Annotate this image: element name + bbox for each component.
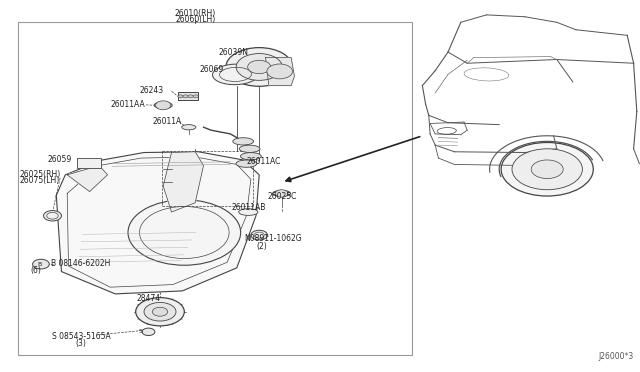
Circle shape [183, 95, 188, 98]
Circle shape [531, 160, 563, 179]
Circle shape [501, 142, 593, 196]
Circle shape [178, 95, 183, 98]
Ellipse shape [233, 138, 253, 145]
Circle shape [193, 95, 198, 98]
Circle shape [144, 302, 176, 321]
Text: S: S [139, 329, 143, 334]
Text: 26039N: 26039N [219, 48, 249, 57]
Text: J26000*3: J26000*3 [598, 352, 634, 361]
Circle shape [44, 211, 61, 221]
Text: 26243: 26243 [140, 86, 164, 95]
Ellipse shape [236, 160, 257, 167]
Ellipse shape [154, 102, 172, 109]
Circle shape [128, 200, 241, 265]
Text: 26011AA: 26011AA [111, 100, 145, 109]
Circle shape [156, 101, 171, 110]
Text: 26011A: 26011A [152, 117, 182, 126]
Ellipse shape [273, 190, 291, 196]
Circle shape [251, 230, 268, 240]
Text: B: B [38, 262, 42, 267]
Text: (2): (2) [256, 242, 267, 251]
Circle shape [267, 64, 292, 79]
Ellipse shape [212, 64, 259, 85]
Text: (6): (6) [31, 266, 42, 275]
Circle shape [236, 54, 282, 80]
Bar [178, 92, 198, 100]
Circle shape [512, 149, 582, 190]
Circle shape [33, 259, 49, 269]
Text: N08911-1062G: N08911-1062G [244, 234, 302, 243]
Text: 26011AC: 26011AC [246, 157, 281, 166]
Polygon shape [163, 152, 204, 212]
Text: 26011AB: 26011AB [232, 203, 266, 212]
Text: 26069: 26069 [200, 65, 224, 74]
Polygon shape [266, 58, 294, 86]
Circle shape [226, 48, 292, 86]
Text: 28474: 28474 [137, 294, 161, 303]
Circle shape [136, 298, 184, 326]
Circle shape [275, 190, 288, 197]
Text: 26025C: 26025C [268, 192, 297, 201]
Text: 26010(RH): 26010(RH) [175, 9, 216, 18]
Circle shape [248, 60, 271, 74]
Circle shape [188, 95, 193, 98]
Ellipse shape [239, 145, 260, 153]
Text: 26060(LH): 26060(LH) [175, 15, 215, 24]
Ellipse shape [182, 125, 196, 130]
Bar [18, 22, 412, 355]
Bar [77, 158, 101, 168]
Text: 26059: 26059 [47, 155, 72, 164]
Polygon shape [67, 166, 108, 192]
Ellipse shape [241, 153, 261, 160]
Circle shape [142, 328, 155, 336]
Polygon shape [56, 152, 259, 294]
Ellipse shape [239, 209, 258, 215]
Circle shape [152, 307, 168, 316]
Text: S 08543-5165A: S 08543-5165A [52, 332, 111, 341]
Text: B 08146-6202H: B 08146-6202H [51, 259, 111, 268]
Text: 26025(RH): 26025(RH) [19, 170, 60, 179]
Text: (3): (3) [76, 339, 86, 348]
Text: 26075(LH): 26075(LH) [19, 176, 60, 185]
